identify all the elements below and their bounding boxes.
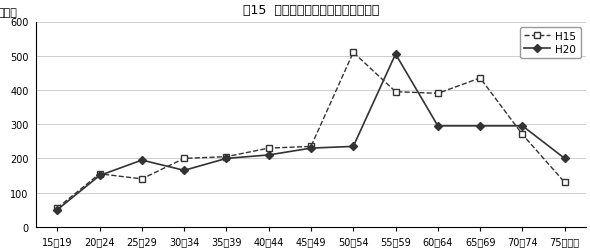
H20 [223,157,230,160]
H15 [350,52,357,54]
H20 [138,159,145,162]
Line: H15: H15 [54,50,568,211]
H20 [265,154,272,157]
Text: （人）: （人） [0,8,18,18]
H15 [477,77,484,80]
H20 [181,169,188,172]
H20 [96,174,103,177]
H15 [519,134,526,136]
H20 [561,157,568,160]
H15 [307,145,314,148]
H15 [138,178,145,181]
H15 [223,156,230,158]
H20 [350,145,357,148]
H20 [392,53,399,56]
H15 [54,207,61,210]
H15 [96,172,103,176]
Legend: H15, H20: H15, H20 [520,28,581,59]
H20 [477,125,484,128]
H15 [392,91,399,94]
H20 [519,125,526,128]
H15 [181,157,188,160]
H15 [561,181,568,184]
H20 [307,147,314,150]
H15 [434,92,441,96]
Line: H20: H20 [54,52,568,212]
H20 [54,208,61,211]
H15 [265,147,272,150]
Title: 囱15  男子年齢別漁業就業者数の推移: 囱15 男子年齢別漁業就業者数の推移 [243,4,379,17]
H20 [434,125,441,128]
